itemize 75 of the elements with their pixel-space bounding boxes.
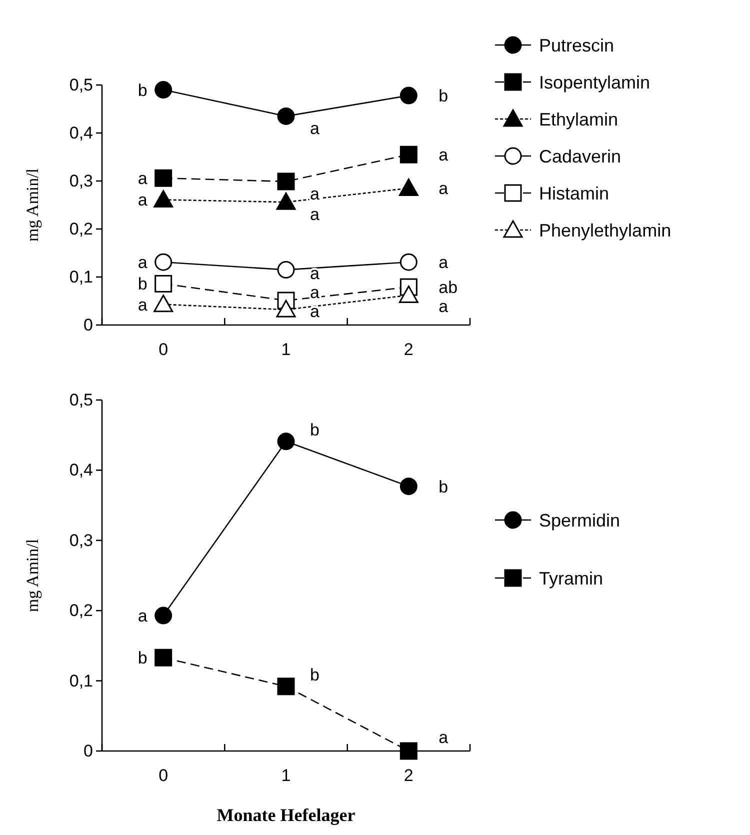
annotation: a bbox=[138, 606, 148, 626]
y-axis-title: mg Amin/l bbox=[23, 538, 42, 612]
point bbox=[277, 678, 295, 696]
x-tick-label: 2 bbox=[404, 340, 414, 360]
y-tick-label: 0,1 bbox=[69, 267, 93, 286]
annotation: a bbox=[310, 205, 320, 224]
y-tick-label: 0,5 bbox=[69, 75, 93, 94]
x-tick-label: 1 bbox=[281, 766, 291, 786]
annotation: b bbox=[310, 665, 320, 684]
point bbox=[277, 172, 295, 190]
annotation: b bbox=[138, 274, 148, 294]
annotation: a bbox=[310, 282, 320, 302]
legend-label: Ethylamin bbox=[539, 109, 618, 130]
point bbox=[277, 107, 295, 125]
point bbox=[400, 253, 418, 271]
y-tick-label: 0 bbox=[84, 741, 93, 760]
y-tick-label: 0,4 bbox=[69, 123, 93, 142]
point bbox=[276, 300, 296, 318]
annotation: a bbox=[310, 302, 320, 321]
point bbox=[400, 146, 418, 164]
legend-label: Tyramin bbox=[539, 568, 604, 588]
annotation: ab bbox=[438, 278, 458, 298]
legend-label: Phenylethylamin bbox=[539, 220, 672, 240]
annotation: a bbox=[438, 146, 449, 165]
annotation: a bbox=[438, 297, 449, 316]
x-tick-label: 2 bbox=[404, 766, 414, 786]
annotation: b bbox=[138, 80, 148, 100]
y-tick-label: 0,2 bbox=[69, 219, 93, 238]
point bbox=[400, 742, 418, 760]
y-tick-label: 0 bbox=[84, 315, 93, 334]
legend-label: Histamin bbox=[539, 183, 610, 204]
annotation: b bbox=[438, 86, 448, 106]
annotation: a bbox=[438, 728, 449, 747]
x-axis-title: Monate Hefelager bbox=[216, 805, 356, 825]
point bbox=[154, 190, 174, 208]
point bbox=[277, 432, 295, 450]
point bbox=[154, 294, 174, 312]
legend-label: Cadaverin bbox=[539, 146, 622, 166]
x-tick-label: 0 bbox=[158, 766, 168, 786]
annotation: b bbox=[310, 420, 320, 440]
point bbox=[154, 253, 172, 271]
point bbox=[154, 648, 172, 666]
y-tick-label: 0,5 bbox=[69, 390, 93, 410]
y-tick-label: 0,3 bbox=[69, 530, 93, 550]
annotation: a bbox=[138, 190, 148, 210]
x-tick-label: 0 bbox=[158, 340, 168, 360]
x-tick-label: 1 bbox=[281, 340, 291, 360]
annotation: a bbox=[310, 119, 320, 138]
annotation: b bbox=[138, 648, 148, 668]
y-tick-label: 0,3 bbox=[69, 171, 93, 190]
point bbox=[154, 606, 172, 624]
annotation: a bbox=[438, 179, 449, 198]
y-tick-label: 0,4 bbox=[69, 460, 93, 480]
point bbox=[398, 178, 418, 196]
y-tick-label: 0,2 bbox=[69, 601, 93, 620]
legend-label: Isopentylamin bbox=[539, 72, 650, 92]
y-axis-title: mg Amin/l bbox=[23, 168, 42, 242]
annotation: a bbox=[138, 169, 148, 188]
point bbox=[276, 192, 296, 210]
annotation: a bbox=[438, 253, 449, 272]
point bbox=[400, 86, 418, 104]
point bbox=[398, 285, 418, 303]
point bbox=[154, 81, 172, 99]
annotation: a bbox=[310, 264, 320, 283]
annotation: b bbox=[438, 477, 448, 496]
legend-label: Putrescin bbox=[539, 35, 614, 56]
annotation: a bbox=[138, 253, 148, 272]
point bbox=[277, 261, 295, 279]
annotation: a bbox=[138, 295, 148, 314]
y-tick-label: 0,1 bbox=[69, 671, 93, 690]
point bbox=[400, 478, 418, 496]
point bbox=[154, 169, 172, 187]
point bbox=[154, 274, 172, 292]
annotation: a bbox=[310, 184, 320, 204]
legend-label: Spermidin bbox=[539, 510, 620, 530]
